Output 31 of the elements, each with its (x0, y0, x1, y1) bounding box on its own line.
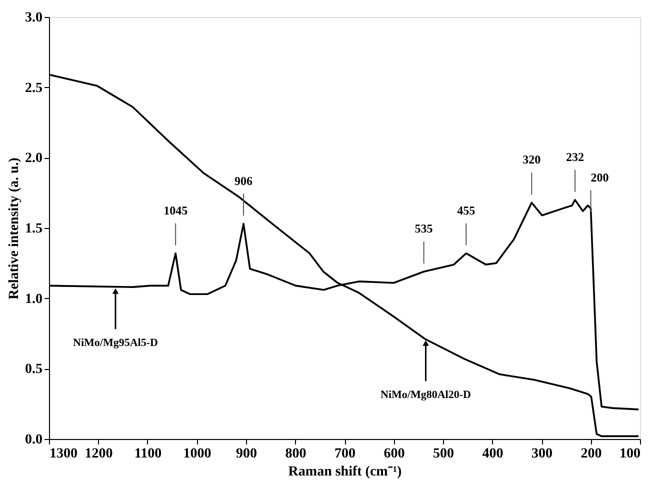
y-tick-label: 2.0 (25, 151, 42, 166)
x-tick-label: 1100 (134, 446, 162, 462)
y-tick-label: 0.0 (25, 432, 42, 448)
x-tick-label: 800 (285, 446, 306, 462)
annotation: 200 (590, 170, 609, 184)
y-tick-label: 1.0 (25, 292, 42, 307)
annotation: 535 (414, 222, 433, 236)
y-axis-title: Relative intensity (a. u.) (7, 157, 22, 300)
annotation: 455 (457, 203, 476, 218)
y-tick-label: 2.5 (25, 80, 42, 96)
annotation: 320 (522, 152, 541, 167)
x-tick-label: 900 (236, 446, 257, 462)
annotation: NiMo/Mg95Al5-D (73, 337, 158, 350)
x-tick-label: 700 (334, 446, 356, 462)
x-axis-title: Raman shift (cm⁻¹) (288, 464, 402, 480)
x-tick-label: 300 (532, 446, 552, 462)
x-tick-label: 200 (580, 446, 602, 462)
x-tick-label: 600 (384, 446, 405, 462)
x-tick-label: 400 (482, 446, 504, 462)
x-tick-label: 500 (433, 446, 454, 462)
x-tick-label: 100 (620, 446, 640, 462)
annotation: 906 (234, 174, 253, 188)
x-tick-label: 1200 (84, 446, 113, 462)
y-tick-label: 3.0 (25, 10, 42, 26)
x-tick-label: 1000 (183, 446, 212, 462)
annotation: 232 (566, 150, 584, 164)
y-tick-label: 0.5 (25, 362, 42, 378)
x-tick-label: 1300 (50, 446, 78, 462)
annotation: NiMo/Mg80Al20-D (380, 389, 472, 402)
y-tick-label: 1.5 (25, 222, 42, 236)
annotation: 1045 (164, 203, 188, 218)
